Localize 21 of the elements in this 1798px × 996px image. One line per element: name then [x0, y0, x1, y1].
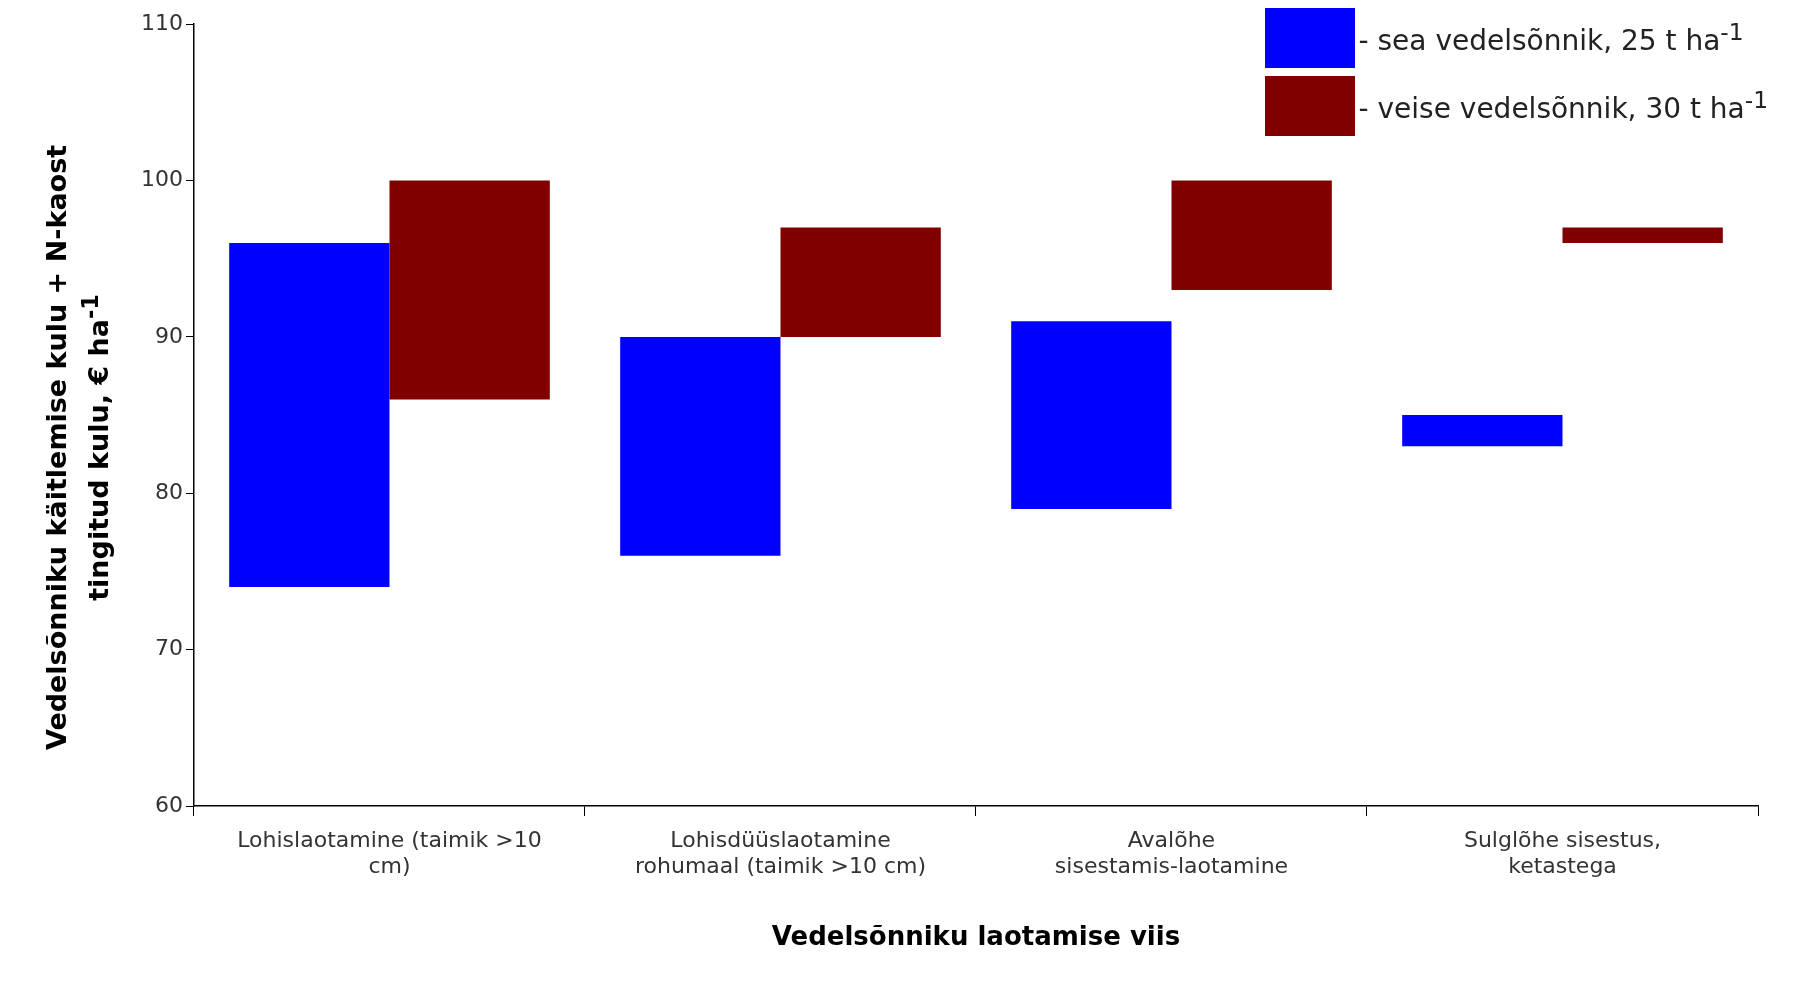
x-axis-title: Vedelsõnniku laotamise viis	[771, 921, 1181, 952]
y-tick-label: 110	[140, 9, 183, 35]
x-tick-label: Lohisdüüslaotamine rohumaal (taimik >10 cm)	[634, 826, 927, 879]
legend-label: - veise vedelsõnnik, 30 t ha$^{-1}$	[1358, 86, 1768, 126]
x-tick-label: Lohislaotamine (taimik >10 cm)	[237, 826, 542, 879]
bar	[780, 227, 941, 337]
legend-label: - sea vedelsõnnik, 25 t ha$^{-1}$	[1358, 18, 1744, 58]
bar	[389, 180, 550, 400]
y-tick-label: 70	[154, 635, 183, 661]
y-tick-label: 90	[154, 322, 183, 348]
bar	[1011, 321, 1172, 509]
y-tick-label: 80	[154, 479, 183, 504]
bar	[229, 243, 390, 588]
y-tick-label: 60	[154, 791, 183, 817]
bar	[1402, 415, 1563, 447]
x-tick-label: Sulglõhe sisestus, ketastega	[1463, 826, 1662, 879]
x-tick-label: Avalõhe sisestamis-laotamine	[1054, 826, 1289, 879]
bar	[1171, 180, 1332, 291]
bar	[1562, 227, 1723, 244]
y-tick-label: 100	[140, 166, 183, 192]
bar	[620, 336, 781, 556]
